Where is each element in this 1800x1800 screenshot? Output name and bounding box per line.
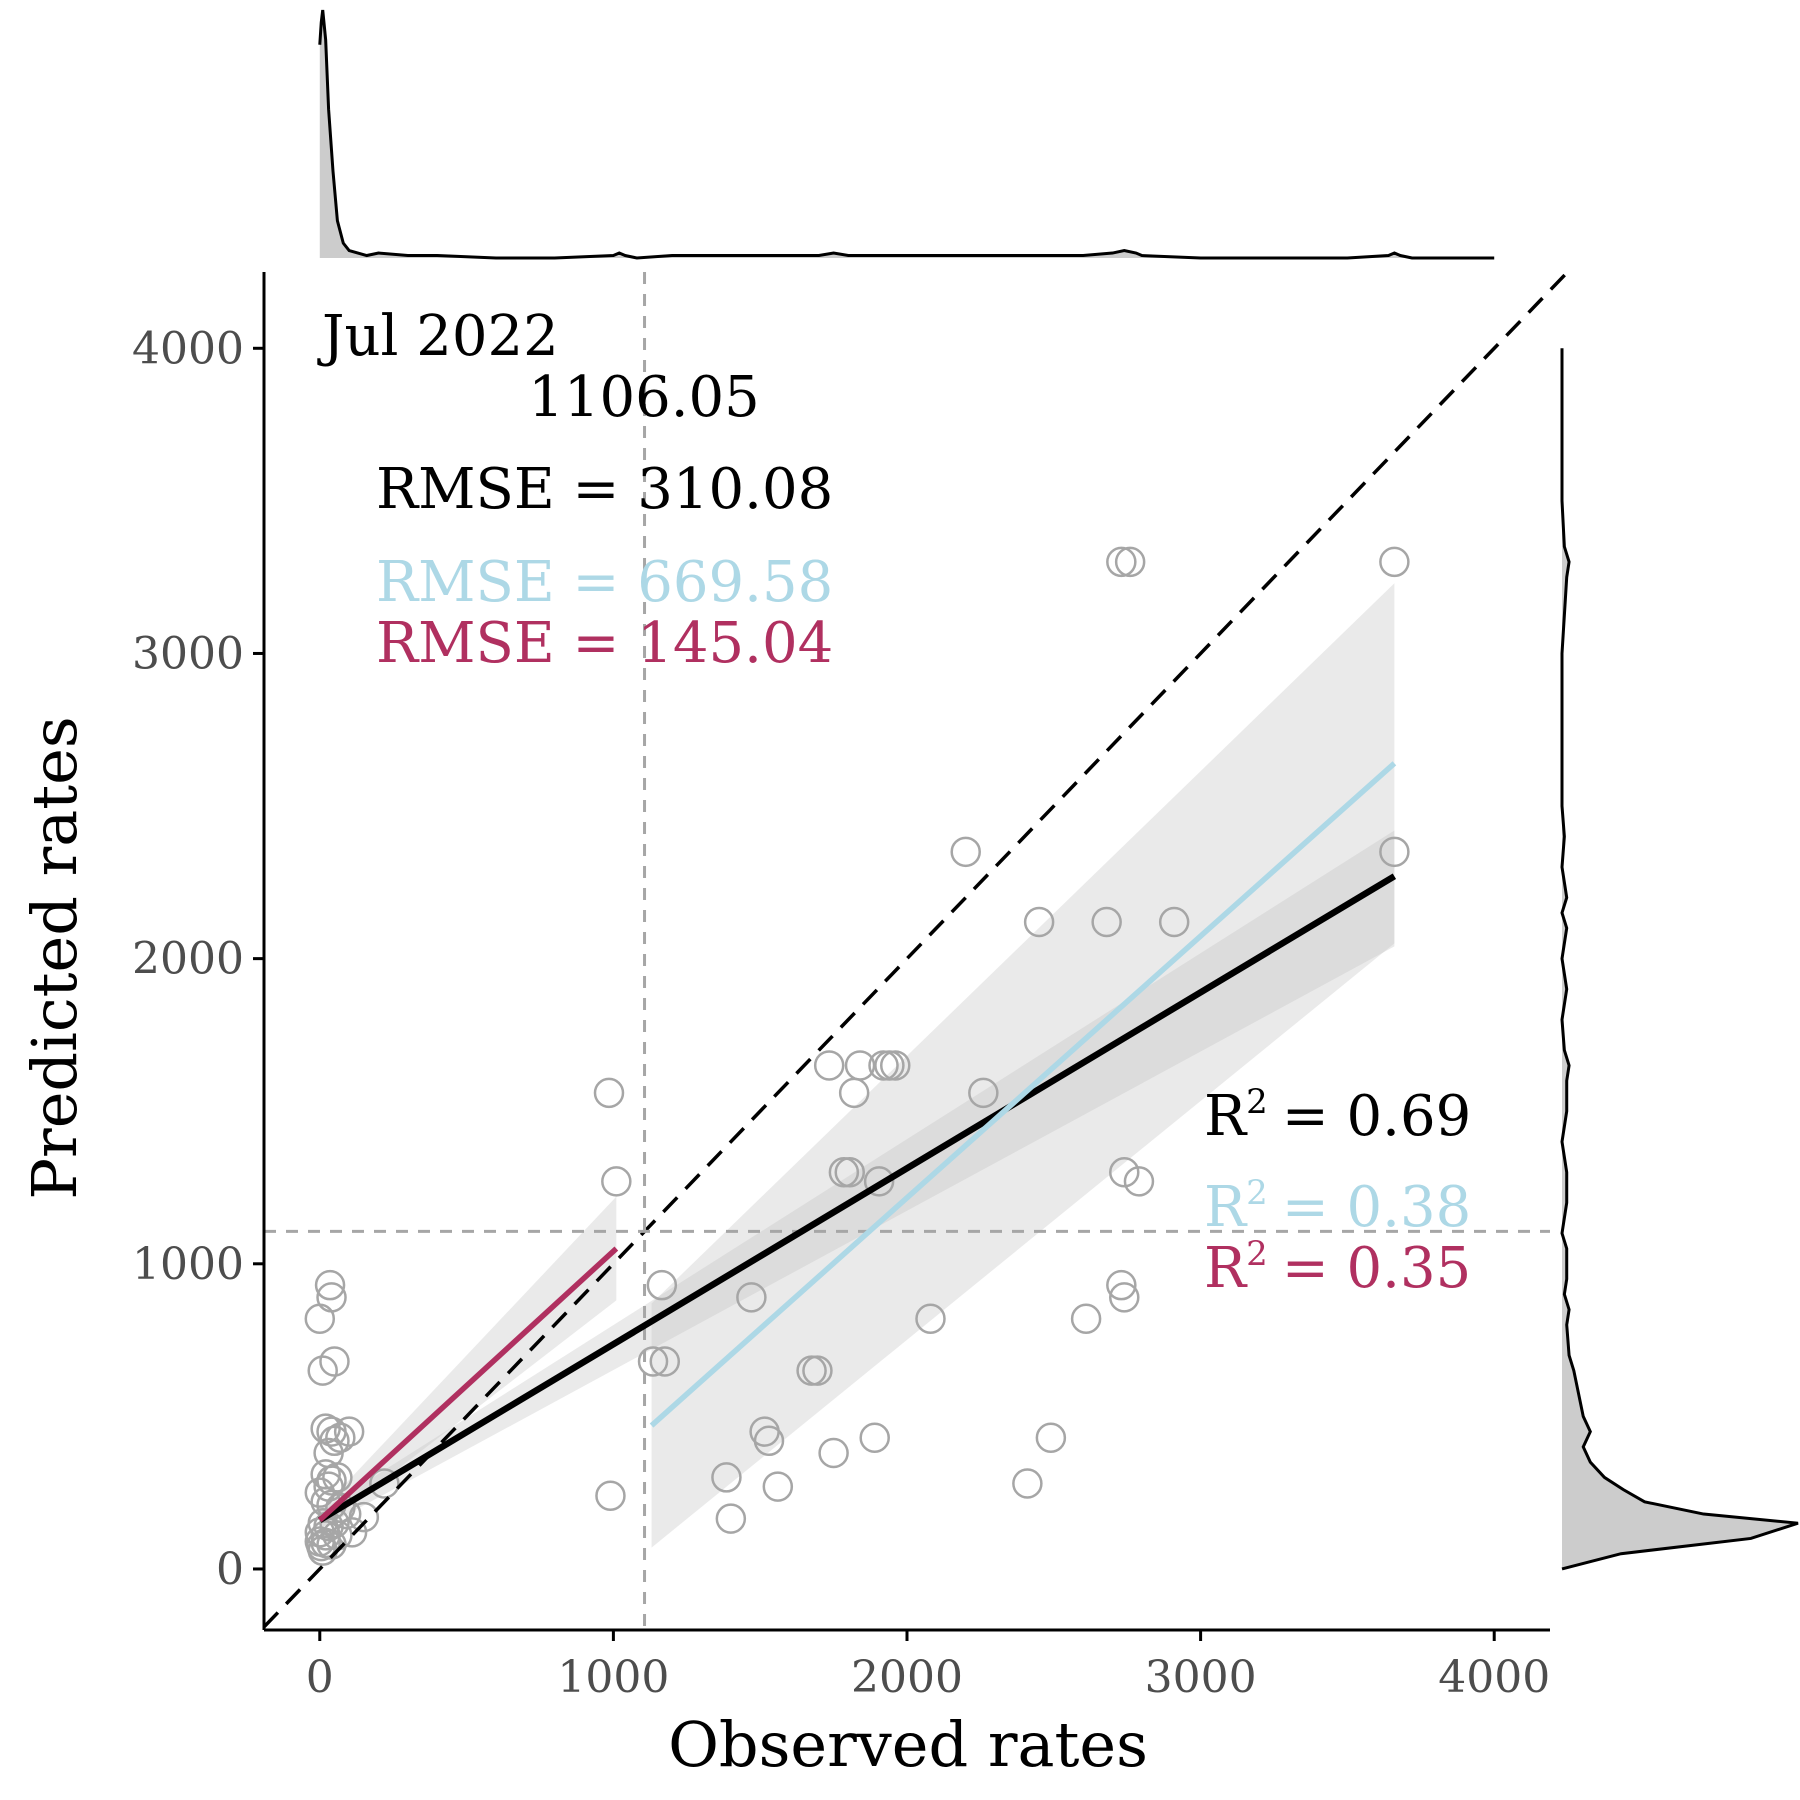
- r2-overall: R2 = 0.69: [1204, 1082, 1471, 1149]
- data-point: [753, 1425, 785, 1457]
- density-right-fill: [1562, 348, 1798, 1569]
- r2-high: R2 = 0.38: [1204, 1173, 1471, 1240]
- y-tick-label: 3000: [132, 628, 244, 679]
- data-point: [818, 1437, 849, 1469]
- data-point: [1379, 836, 1410, 868]
- data-point: [802, 1355, 833, 1386]
- data-point: [1023, 906, 1055, 938]
- data-point: [1106, 1269, 1137, 1301]
- r2-low-exponent: 2: [1246, 1234, 1268, 1274]
- x-tick-label: 2000: [851, 1652, 963, 1703]
- fit-line-high: [649, 761, 1397, 1428]
- r2-overall-symbol: R: [1204, 1084, 1248, 1149]
- x-tick-label: 1000: [557, 1652, 669, 1703]
- data-point: [1106, 546, 1137, 578]
- r2-high-value: = 0.38: [1282, 1175, 1471, 1240]
- y-tick-label: 2000: [132, 934, 244, 985]
- marginal-densities: [318, 9, 1799, 1571]
- data-point: [649, 1346, 681, 1377]
- data-point: [859, 1422, 890, 1453]
- y-tick-label: 4000: [132, 323, 244, 374]
- rmse-high: RMSE = 669.58: [376, 550, 833, 615]
- r2-low: R2 = 0.35: [1204, 1234, 1471, 1301]
- fit-line-low: [317, 1246, 619, 1523]
- density-top-fill: [319, 10, 1495, 258]
- data-point: [304, 1303, 336, 1334]
- data-point: [1123, 1166, 1155, 1197]
- data-point: [1114, 546, 1146, 578]
- r2-low-symbol: R: [1204, 1236, 1248, 1301]
- identity-line: [262, 270, 1569, 1629]
- data-point: [1070, 1303, 1102, 1334]
- data-point: [325, 1422, 356, 1453]
- data-point: [314, 1269, 346, 1301]
- confidence-bands: [319, 583, 1395, 1548]
- period-label: Jul 2022: [317, 304, 559, 369]
- y-axis-title: Predicted rates: [18, 716, 91, 1199]
- data-point: [595, 1480, 626, 1511]
- data-point: [715, 1503, 747, 1534]
- r2-high-symbol: R: [1204, 1175, 1248, 1240]
- density-top-line: [318, 9, 1495, 260]
- data-point: [838, 1077, 870, 1109]
- threshold-label: 1106.05: [528, 365, 760, 430]
- data-point: [316, 1465, 347, 1496]
- data-point: [1091, 906, 1122, 938]
- data-point: [306, 1530, 337, 1562]
- data-point: [593, 1077, 625, 1109]
- x-tick-label: 4000: [1438, 1652, 1550, 1703]
- data-point: [1012, 1468, 1043, 1499]
- r2-low-value: = 0.35: [1282, 1236, 1471, 1301]
- data-point: [1158, 906, 1190, 938]
- fit-line-overall: [318, 873, 1397, 1523]
- data-point: [304, 1477, 336, 1508]
- data-point: [369, 1468, 400, 1499]
- data-point: [307, 1355, 338, 1386]
- data-point: [950, 836, 981, 868]
- density-right-line: [1560, 348, 1799, 1571]
- reference-lines: [262, 270, 1569, 1630]
- r2-high-exponent: 2: [1246, 1173, 1268, 1213]
- ci-band-2: [319, 1196, 617, 1530]
- y-tick-label: 1000: [132, 1239, 244, 1290]
- x-tick-label: 3000: [1145, 1652, 1257, 1703]
- data-point: [1379, 546, 1410, 578]
- data-point: [968, 1077, 999, 1109]
- data-point: [762, 1471, 794, 1502]
- data-point: [736, 1282, 767, 1313]
- data-point: [601, 1166, 632, 1197]
- rmse-low: RMSE = 145.04: [376, 611, 833, 676]
- data-point: [834, 1156, 865, 1188]
- data-point: [915, 1303, 946, 1334]
- ci-band-1: [651, 583, 1395, 1548]
- data-point: [863, 1166, 895, 1197]
- x-axis-title: Observed rates: [668, 1708, 1148, 1781]
- data-point: [637, 1346, 669, 1377]
- x-tick-label: 0: [306, 1652, 334, 1703]
- data-point: [646, 1269, 678, 1301]
- y-tick-label: 0: [216, 1544, 244, 1595]
- data-point: [1035, 1422, 1067, 1453]
- r2-overall-exponent: 2: [1246, 1082, 1268, 1122]
- data-point: [319, 1346, 350, 1377]
- data-point: [348, 1501, 380, 1533]
- regression-lines: [317, 761, 1397, 1523]
- data-point: [1109, 1282, 1140, 1313]
- data-point: [333, 1416, 365, 1447]
- data-point: [1109, 1156, 1140, 1188]
- data-point: [711, 1462, 742, 1493]
- data-point: [813, 1050, 845, 1081]
- data-point: [880, 1050, 911, 1081]
- r2-overall-value: = 0.69: [1282, 1084, 1471, 1149]
- rmse-overall: RMSE = 310.08: [376, 457, 833, 522]
- axes: 0 1000 2000 3000 4000 0 1000 2000 3000 4000: [132, 272, 1550, 1703]
